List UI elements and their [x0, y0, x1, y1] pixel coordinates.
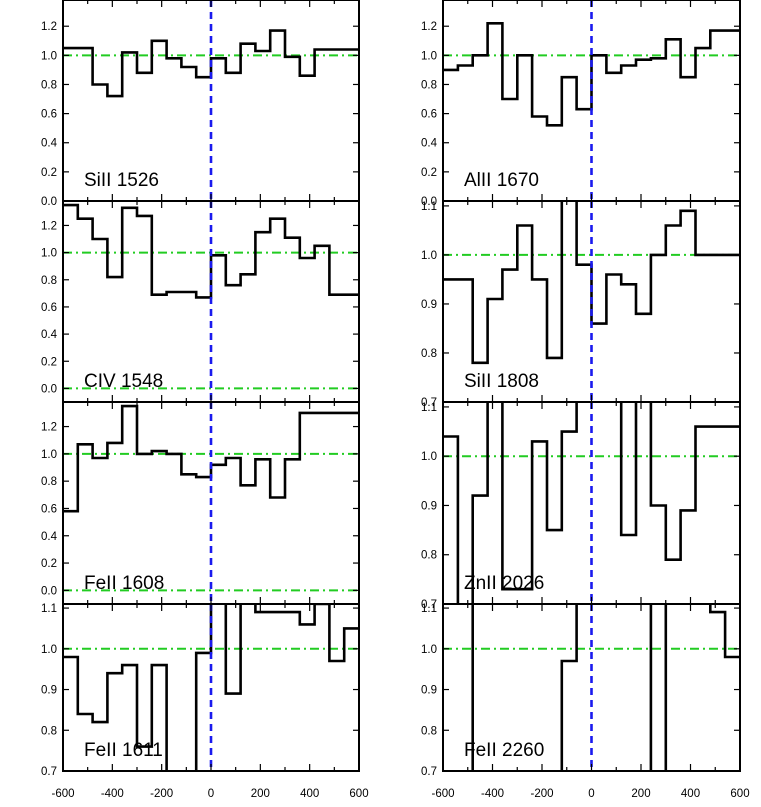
y-tick-label: 0.2	[41, 558, 57, 570]
y-tick-label: 1.0	[421, 451, 437, 463]
panel-label: FeII 1611	[84, 740, 163, 761]
y-tick-label: 0.9	[421, 299, 437, 311]
panel-label: SiII 1808	[464, 371, 539, 392]
y-tick-label: 0.6	[41, 302, 57, 314]
y-tick-label: 0.8	[41, 79, 57, 91]
y-tick-label: 1.0	[41, 449, 57, 461]
y-tick-label: 0.4	[41, 329, 58, 341]
y-tick-label: 0.6	[421, 109, 437, 121]
panel-label: FeII 1608	[84, 573, 164, 594]
y-tick-label: 0.0	[41, 196, 57, 208]
x-tick-label: 0	[588, 788, 594, 800]
x-tick-label: -400	[481, 788, 504, 800]
y-tick-label: 1.0	[421, 644, 437, 656]
x-tick-label: 600	[349, 788, 368, 800]
y-tick-label: 1.0	[421, 50, 437, 62]
y-tick-label: 0.4	[41, 531, 58, 543]
x-tick-label: -600	[431, 788, 454, 800]
y-tick-label: 1.2	[41, 422, 57, 434]
y-tick-label: 0.8	[421, 79, 437, 91]
y-tick-label: 0.4	[41, 138, 58, 150]
y-tick-label: 0.8	[421, 550, 437, 562]
y-tick-label: 0.7	[421, 766, 437, 778]
y-tick-label: 0.4	[421, 138, 438, 150]
x-tick-label: 400	[300, 788, 319, 800]
flux-series	[443, 402, 740, 604]
y-tick-label: 0.8	[421, 725, 437, 737]
y-tick-label: 0.9	[421, 500, 437, 512]
panel-label: SiII 1526	[84, 170, 159, 191]
panel-4: 0.7 0.8 0.9 1.0 1.1 SiII 1808	[421, 200, 741, 409]
y-tick-label: 1.0	[41, 644, 57, 656]
panel-label: CIV 1548	[84, 371, 163, 392]
x-tick-label: 400	[681, 788, 700, 800]
y-tick-label: 0.7	[41, 766, 57, 778]
x-tick-label: -200	[150, 788, 173, 800]
y-tick-label: 0.8	[41, 725, 57, 737]
x-tick-label: 200	[631, 788, 650, 800]
y-tick-label: 0.0	[41, 585, 57, 597]
panel-label: FeII 2260	[464, 740, 544, 761]
panel-8: 0.7 0.8 0.9 1.0 1.1 FeII 2260 -600 -400 -200 0 200…	[421, 603, 750, 800]
y-tick-label: 0.2	[41, 167, 57, 179]
panel-6: 0.7 0.8 0.9 1.0 1.1 ZnII 2026	[421, 401, 741, 611]
y-tick-label: 1.0	[41, 248, 57, 260]
y-tick-label: 0.8	[41, 275, 57, 287]
y-tick-label: 0.9	[41, 685, 57, 697]
x-tick-label: 200	[251, 788, 270, 800]
panel-3: 0.0 0.2 0.4 0.6 0.8 1.0 1.2 CIV 1548	[41, 200, 360, 403]
y-tick-label: 1.2	[41, 220, 57, 232]
y-tick-label: 0.6	[41, 503, 57, 515]
y-tick-label: 1.1	[41, 603, 57, 615]
y-tick-label: 0.9	[421, 685, 437, 697]
x-tick-label: -200	[530, 788, 553, 800]
x-tick-label: 600	[730, 788, 749, 800]
y-tick-label: 1.1	[421, 402, 437, 414]
y-tick-label: 0.0	[41, 383, 57, 395]
panel-label: ZnII 2026	[464, 573, 544, 594]
y-tick-label: 0.8	[421, 348, 437, 360]
y-tick-label: 0.2	[421, 167, 437, 179]
panel-1: 0.0 0.2 0.4 0.6 0.8 1.0 1.2 SiII 1526	[41, 0, 360, 208]
panel-2: 0.0 0.2 0.4 0.6 0.8 1.0 1.2 AlII 1670	[421, 0, 741, 208]
x-tick-label: 0	[208, 788, 214, 800]
y-tick-label: 1.0	[421, 250, 437, 262]
panel-label: AlII 1670	[464, 170, 539, 191]
x-tick-label: -600	[51, 788, 74, 800]
y-tick-label: 0.2	[41, 356, 57, 368]
panel-5: 0.0 0.2 0.4 0.6 0.8 1.0 1.2 FeII 1608	[41, 401, 360, 605]
flux-series	[63, 404, 359, 513]
x-tick-label: -400	[101, 788, 124, 800]
y-tick-label: 0.0	[421, 196, 437, 208]
y-tick-label: 1.1	[421, 603, 437, 615]
y-tick-label: 0.7	[421, 397, 437, 409]
y-tick-label: 0.7	[421, 599, 437, 611]
y-tick-label: 0.8	[41, 476, 57, 488]
y-tick-label: 1.1	[421, 201, 437, 213]
y-tick-label: 1.0	[41, 50, 57, 62]
y-tick-label: 0.6	[41, 109, 57, 121]
panel-7: 0.7 0.8 0.9 1.0 1.1 FeII 1611 -600 -400 -200 0 200…	[41, 603, 369, 800]
y-tick-label: 1.2	[421, 21, 437, 33]
y-tick-label: 1.2	[41, 21, 57, 33]
